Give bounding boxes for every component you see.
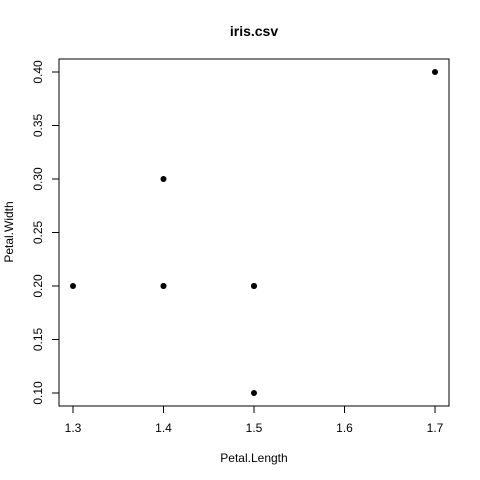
data-point xyxy=(251,390,257,396)
x-axis-label: Petal.Length xyxy=(220,451,287,465)
y-tick-label: 0.35 xyxy=(31,113,45,137)
data-point xyxy=(160,283,167,289)
y-tick-label: 0.40 xyxy=(31,60,45,84)
y-tick-label: 0.25 xyxy=(31,220,45,244)
data-points xyxy=(70,69,438,396)
y-axis-label: Petal.Width xyxy=(2,201,16,262)
data-point xyxy=(432,69,438,75)
chart-title: iris.csv xyxy=(230,23,278,39)
y-tick-label: 0.30 xyxy=(31,167,45,191)
x-tick-label: 1.7 xyxy=(427,421,444,435)
y-tick-label: 0.10 xyxy=(31,381,45,405)
data-point xyxy=(160,176,167,182)
y-tick-label: 0.15 xyxy=(31,327,45,351)
data-point xyxy=(70,283,76,289)
x-tick-label: 1.6 xyxy=(336,421,353,435)
x-tick-label: 1.5 xyxy=(246,421,263,435)
y-tick-label: 0.20 xyxy=(31,274,45,298)
x-tick-label: 1.4 xyxy=(155,421,172,435)
x-tick-label: 1.3 xyxy=(65,421,82,435)
data-point xyxy=(251,283,257,289)
y-axis: 0.10 0.15 0.20 0.25 0.30 0.35 0.40 xyxy=(31,60,60,405)
x-axis: 1.3 1.4 1.5 1.6 1.7 xyxy=(65,405,444,435)
